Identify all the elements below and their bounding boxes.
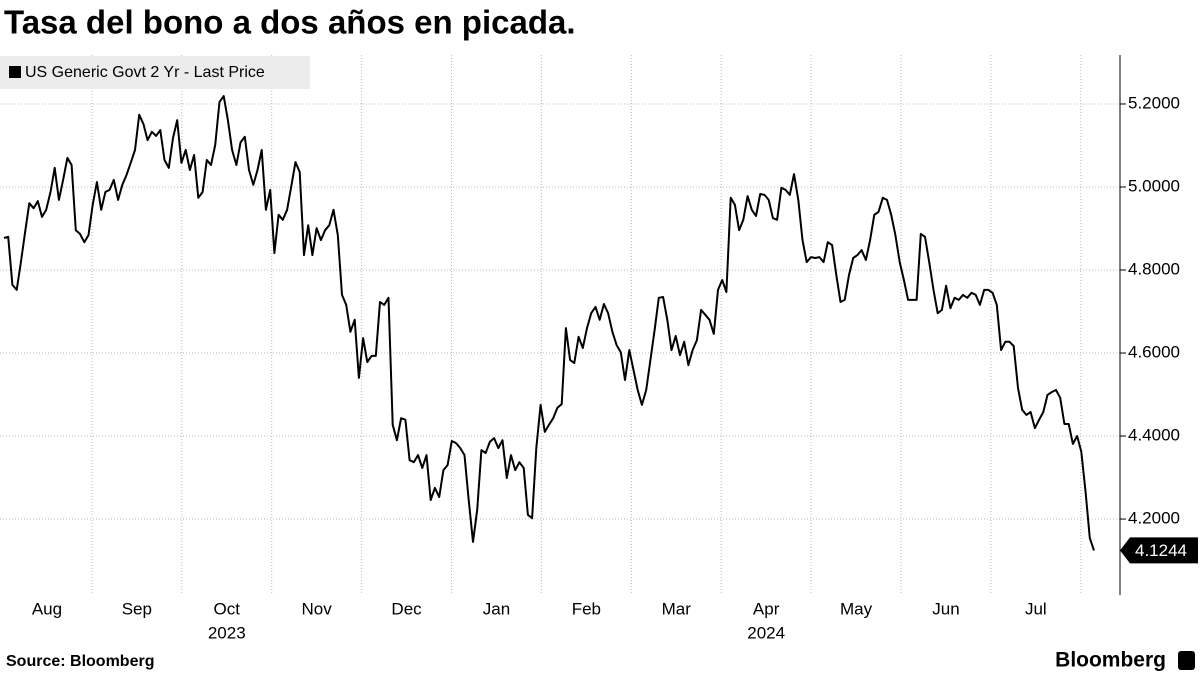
y-tick-label: 4.4000: [1128, 426, 1180, 445]
x-tick-label: Nov: [302, 599, 333, 618]
x-tick-label: Sep: [122, 599, 152, 618]
last-price-tag: [1120, 537, 1198, 564]
x-year-label: 2023: [208, 623, 246, 642]
brand: Bloomberg: [1055, 649, 1166, 672]
x-tick-label: May: [840, 599, 873, 618]
legend-swatch: [9, 66, 21, 78]
source: Source: Bloomberg: [6, 653, 154, 670]
y-tick-label: 4.6000: [1128, 343, 1180, 362]
x-tick-label: Jan: [483, 599, 510, 618]
x-tick-label: Feb: [572, 599, 601, 618]
y-tick-label: 5.0000: [1128, 176, 1180, 195]
x-tick-label: Mar: [662, 599, 692, 618]
chart-title: Tasa del bono a dos años en picada.: [4, 4, 576, 41]
last-price-label: 4.1244: [1135, 541, 1187, 560]
price-line: [3, 95, 1095, 551]
y-tick-label: 4.8000: [1128, 259, 1180, 278]
x-tick-label: Jul: [1025, 599, 1047, 618]
x-tick-label: Aug: [32, 599, 62, 618]
legend-label: US Generic Govt 2 Yr - Last Price: [25, 64, 265, 81]
x-tick-label: Dec: [391, 599, 422, 618]
x-tick-label: Oct: [214, 599, 241, 618]
x-year-label: 2024: [747, 623, 785, 642]
legend-box: [0, 56, 310, 89]
brand-icon: [1178, 651, 1195, 670]
y-tick-label: 5.2000: [1128, 93, 1180, 112]
y-tick-label: 4.2000: [1128, 509, 1180, 528]
x-tick-label: Apr: [753, 599, 780, 618]
x-tick-label: Jun: [932, 599, 959, 618]
